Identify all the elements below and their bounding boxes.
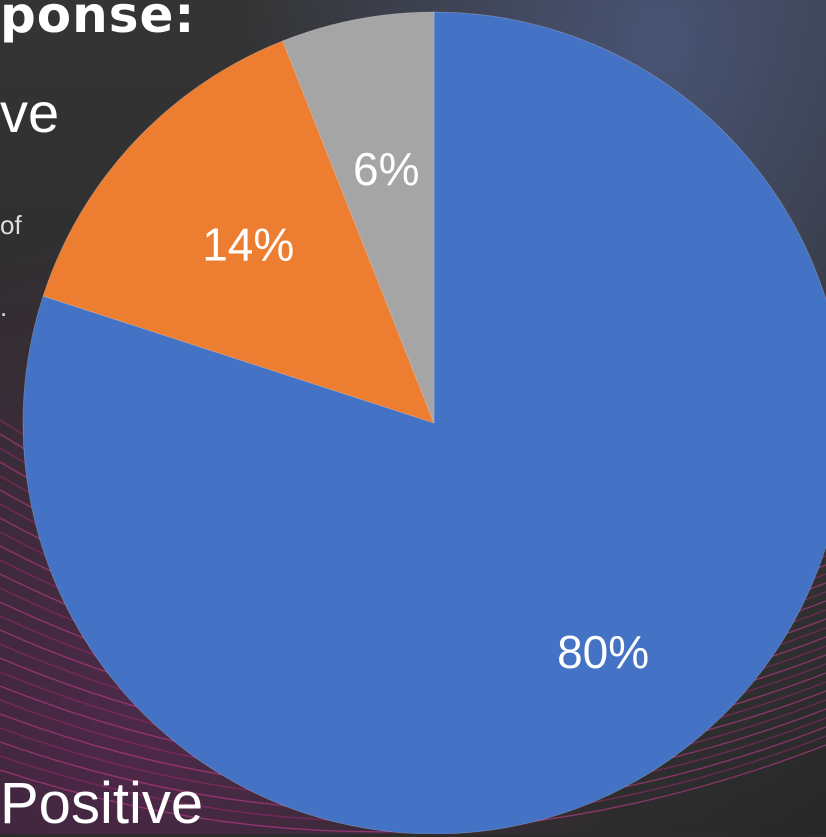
body-text-fragment-2: . bbox=[0, 292, 8, 322]
page-heading-fragment: ponse: bbox=[0, 0, 196, 44]
slice-positive bbox=[22, 11, 826, 834]
subheading-fragment: ve bbox=[0, 81, 60, 144]
slice-data-label: 80% bbox=[557, 626, 649, 678]
body-text-fragment: of bbox=[0, 210, 22, 240]
slice-negative bbox=[282, 11, 435, 424]
slice-neutral bbox=[42, 40, 435, 424]
slice-data-label: 6% bbox=[353, 143, 419, 195]
category-label-fragment: Positive bbox=[0, 771, 204, 836]
slice-data-label: 14% bbox=[202, 219, 294, 271]
